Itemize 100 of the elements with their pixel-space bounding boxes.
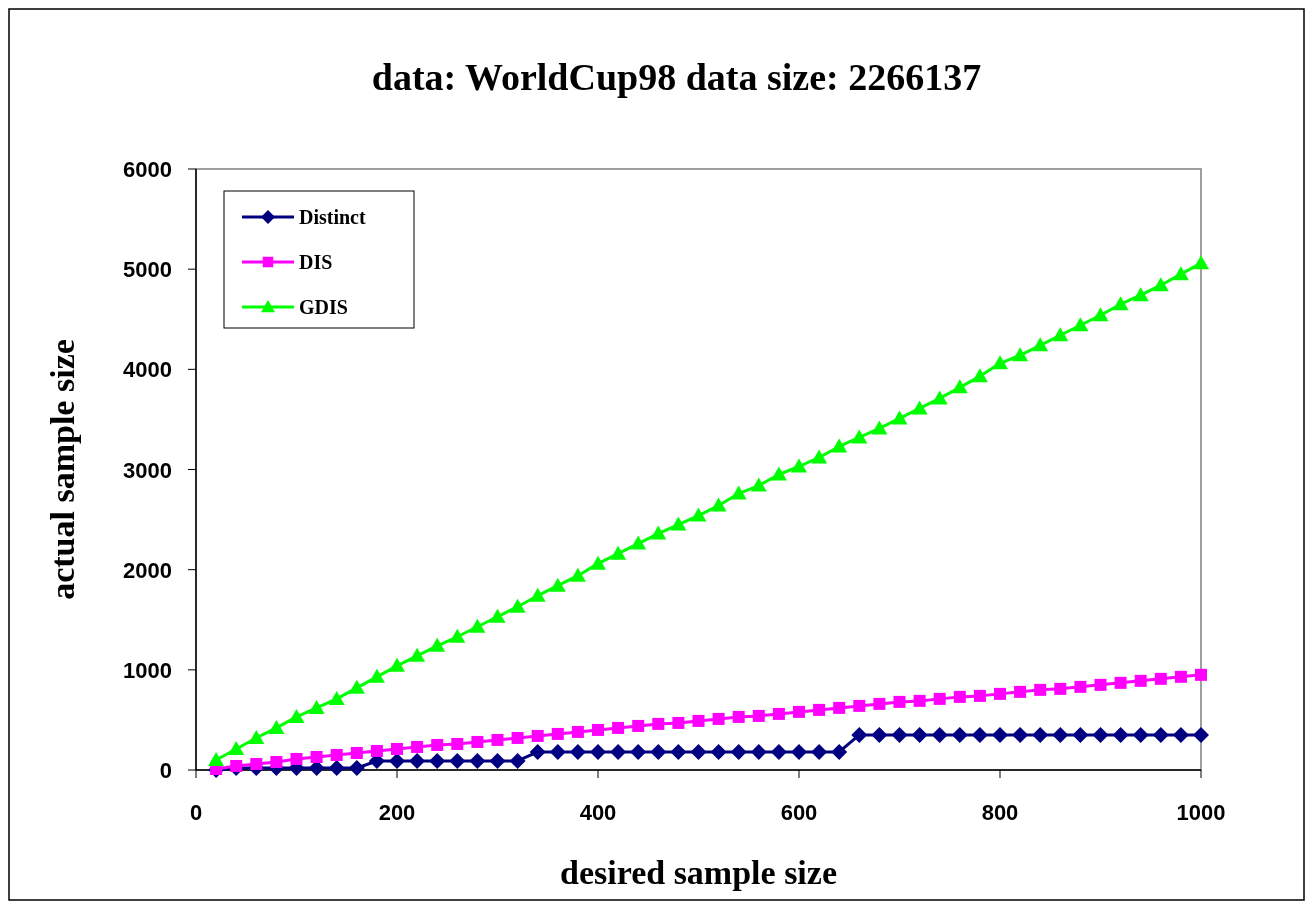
point xyxy=(851,726,868,743)
point xyxy=(1154,672,1167,685)
y-tick-label: 5000 xyxy=(123,257,172,283)
point xyxy=(328,690,345,705)
y-tick-label: 3000 xyxy=(123,457,172,483)
point xyxy=(690,507,707,522)
point xyxy=(791,458,807,473)
point xyxy=(411,740,424,753)
point xyxy=(851,429,868,444)
x-tick-label: 600 xyxy=(780,800,818,825)
point xyxy=(409,752,426,769)
point xyxy=(750,477,767,492)
point xyxy=(652,717,665,730)
point xyxy=(449,752,466,769)
y-tick-label: 1000 xyxy=(123,657,172,683)
point xyxy=(811,743,828,760)
point xyxy=(610,545,627,560)
point xyxy=(1092,307,1109,322)
legend-label: GDIS xyxy=(299,296,348,318)
x-tick-label: 800 xyxy=(981,800,1019,825)
point xyxy=(1134,674,1147,687)
legend-label: DIS xyxy=(299,251,333,273)
point xyxy=(368,668,385,683)
point xyxy=(933,692,946,705)
x-tick-label: 1000 xyxy=(1176,800,1226,825)
y-axis-title: actual sample size xyxy=(44,339,81,600)
point xyxy=(350,746,363,759)
point xyxy=(348,679,365,694)
point xyxy=(1034,683,1047,696)
y-tick-label: 4000 xyxy=(123,357,172,383)
point xyxy=(853,699,866,712)
point xyxy=(973,689,986,702)
point xyxy=(971,368,988,383)
point xyxy=(831,438,848,453)
y-tick-label: 2000 xyxy=(123,557,172,583)
point xyxy=(730,485,747,500)
point xyxy=(871,420,888,435)
point xyxy=(951,379,968,394)
point xyxy=(531,729,544,742)
point xyxy=(328,760,345,776)
point xyxy=(931,390,948,405)
point xyxy=(630,743,647,760)
point xyxy=(288,708,305,723)
point xyxy=(549,743,566,760)
point xyxy=(489,608,506,623)
point xyxy=(931,726,948,743)
point xyxy=(529,743,546,760)
point xyxy=(1132,287,1149,302)
point xyxy=(551,727,564,740)
point xyxy=(730,743,747,760)
point xyxy=(549,577,566,592)
point xyxy=(811,449,828,464)
point xyxy=(590,743,606,760)
point xyxy=(310,750,323,763)
point xyxy=(571,725,584,738)
point xyxy=(893,695,906,708)
chart-title: data: WorldCup98 data size: 2266137 xyxy=(371,56,982,98)
point xyxy=(1152,277,1169,292)
point xyxy=(953,690,966,703)
y-tick-label: 6000 xyxy=(123,157,172,182)
point xyxy=(710,497,727,512)
x-tick-label: 200 xyxy=(378,800,416,825)
point xyxy=(911,726,928,743)
point xyxy=(1172,726,1189,743)
point xyxy=(1094,678,1107,691)
point xyxy=(248,729,265,744)
x-axis-title: desired sample size xyxy=(559,854,838,891)
point xyxy=(230,759,243,772)
point xyxy=(913,694,926,707)
point xyxy=(1012,347,1029,362)
point xyxy=(489,752,506,769)
point xyxy=(1195,668,1207,681)
point xyxy=(590,555,606,570)
point xyxy=(409,647,426,662)
point xyxy=(471,735,484,748)
point xyxy=(752,709,765,722)
point xyxy=(529,587,546,602)
point xyxy=(911,400,928,415)
point xyxy=(1152,726,1169,743)
point xyxy=(891,726,908,743)
point xyxy=(451,737,464,750)
point xyxy=(891,410,908,425)
point xyxy=(431,738,444,751)
point xyxy=(389,657,405,672)
x-tick-label: 0 xyxy=(189,800,203,825)
point xyxy=(391,742,403,755)
point xyxy=(1193,726,1209,743)
point xyxy=(1072,317,1089,332)
point xyxy=(1112,296,1129,311)
point xyxy=(873,697,886,710)
point xyxy=(511,731,524,744)
point xyxy=(770,743,787,760)
point xyxy=(250,757,263,770)
point xyxy=(429,637,446,652)
point xyxy=(650,743,667,760)
point xyxy=(348,760,365,776)
point xyxy=(791,743,807,760)
point xyxy=(770,466,787,481)
point xyxy=(1054,682,1067,695)
point xyxy=(1072,726,1089,743)
